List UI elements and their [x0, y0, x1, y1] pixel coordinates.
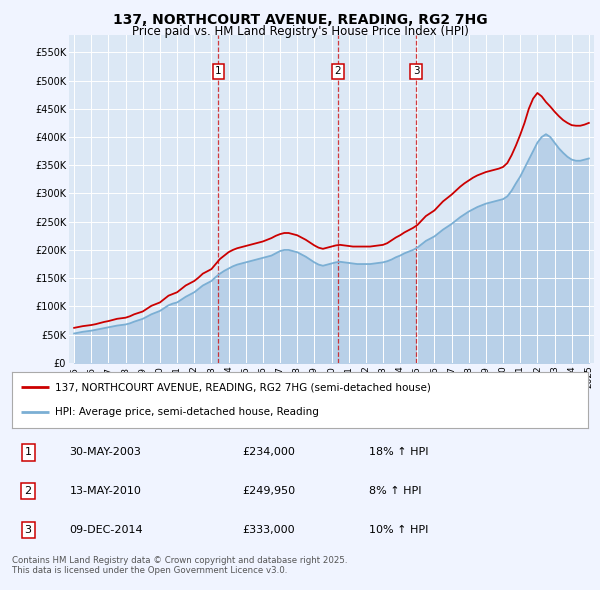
Text: 137, NORTHCOURT AVENUE, READING, RG2 7HG: 137, NORTHCOURT AVENUE, READING, RG2 7HG: [113, 13, 487, 27]
Text: Price paid vs. HM Land Registry's House Price Index (HPI): Price paid vs. HM Land Registry's House …: [131, 25, 469, 38]
Text: 2: 2: [334, 67, 341, 77]
Text: 13-MAY-2010: 13-MAY-2010: [70, 486, 142, 496]
Text: £333,000: £333,000: [242, 525, 295, 535]
Text: 10% ↑ HPI: 10% ↑ HPI: [369, 525, 428, 535]
Text: 09-DEC-2014: 09-DEC-2014: [70, 525, 143, 535]
Text: 1: 1: [25, 447, 32, 457]
Text: 3: 3: [25, 525, 32, 535]
Text: 1: 1: [215, 67, 222, 77]
Text: 137, NORTHCOURT AVENUE, READING, RG2 7HG (semi-detached house): 137, NORTHCOURT AVENUE, READING, RG2 7HG…: [55, 382, 431, 392]
Text: £249,950: £249,950: [242, 486, 296, 496]
Text: 8% ↑ HPI: 8% ↑ HPI: [369, 486, 422, 496]
Text: 18% ↑ HPI: 18% ↑ HPI: [369, 447, 428, 457]
Text: HPI: Average price, semi-detached house, Reading: HPI: Average price, semi-detached house,…: [55, 407, 319, 417]
Text: 3: 3: [413, 67, 419, 77]
Text: £234,000: £234,000: [242, 447, 295, 457]
Text: 2: 2: [25, 486, 32, 496]
Text: 30-MAY-2003: 30-MAY-2003: [70, 447, 142, 457]
Text: Contains HM Land Registry data © Crown copyright and database right 2025.
This d: Contains HM Land Registry data © Crown c…: [12, 556, 347, 575]
